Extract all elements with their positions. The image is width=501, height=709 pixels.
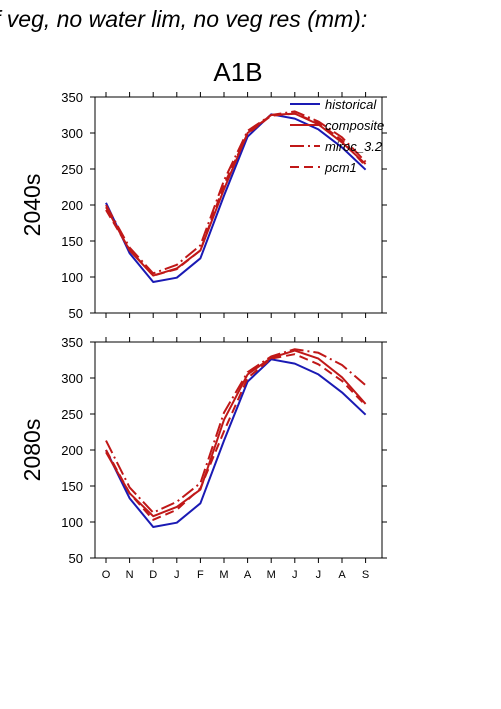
- panel-2080s: 50 100 150 200 250 300 350 O N D J F M A M J J A S 2080s: [19, 335, 387, 581]
- chart-panels: 50 100 150 200 250 300 350 2040s 50 100 150 200 250 3…: [19, 90, 387, 581]
- page-title: f veg, no water lim, no veg res (mm):: [0, 6, 367, 32]
- chart-legend: historical composite miroc_3.2 pcm1: [290, 97, 384, 175]
- y-tick-label: 350: [61, 90, 83, 105]
- series-line-historical: [105, 113, 367, 283]
- y-tick-label: 100: [61, 270, 83, 285]
- month-label: M: [219, 569, 228, 581]
- y-tick-label: 200: [61, 198, 83, 213]
- series-line-pcm1: [105, 353, 367, 521]
- row-label: 2080s: [19, 419, 45, 482]
- series-line-composite: [105, 349, 367, 518]
- series-line-composite: [105, 112, 367, 277]
- month-label: N: [126, 569, 134, 581]
- y-tick-label: 250: [61, 162, 83, 177]
- month-label: A: [244, 569, 252, 581]
- y-tick-label: 50: [69, 551, 83, 566]
- month-label: F: [197, 569, 204, 581]
- legend-label-composite: composite: [325, 118, 384, 133]
- scenario-title: A1B: [213, 57, 262, 87]
- month-label: S: [362, 569, 369, 581]
- y-tick-label: 150: [61, 479, 83, 494]
- month-label: J: [174, 569, 180, 581]
- month-label: D: [149, 569, 157, 581]
- series-line-miroc-3-2: [105, 110, 367, 275]
- y-tick-label: 350: [61, 335, 83, 350]
- row-label: 2040s: [19, 174, 45, 237]
- month-label: A: [338, 569, 346, 581]
- series-line-pcm1: [105, 112, 367, 277]
- y-tick-label: 50: [69, 306, 83, 321]
- month-label: M: [267, 569, 276, 581]
- legend-label-historical: historical: [325, 97, 377, 112]
- legend-label-pcm1: pcm1: [324, 160, 357, 175]
- panel-2040s: 50 100 150 200 250 300 350 2040s: [19, 90, 387, 321]
- legend-label-miroc: miroc_3.2: [325, 139, 383, 154]
- month-label: J: [292, 569, 298, 581]
- series-line-historical: [105, 358, 367, 528]
- y-tick-label: 300: [61, 371, 83, 386]
- y-tick-label: 250: [61, 407, 83, 422]
- month-label: O: [102, 569, 111, 581]
- y-tick-label: 200: [61, 443, 83, 458]
- month-label: J: [316, 569, 322, 581]
- y-tick-label: 100: [61, 515, 83, 530]
- y-tick-label: 150: [61, 234, 83, 249]
- series-line-miroc-3-2: [105, 348, 367, 514]
- y-tick-label: 300: [61, 126, 83, 141]
